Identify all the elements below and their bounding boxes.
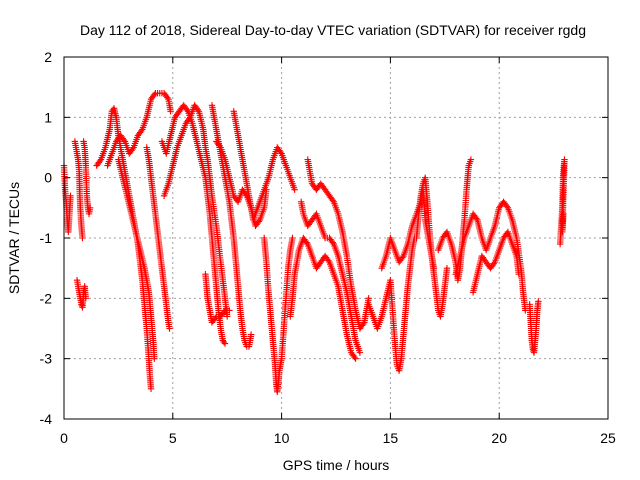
data-point (185, 115, 193, 123)
data-point (129, 145, 136, 153)
data-point (82, 295, 89, 302)
data-point (291, 186, 298, 193)
data-point (473, 215, 480, 222)
data-point (255, 218, 262, 225)
data-point (220, 308, 228, 316)
x-axis-label: GPS time / hours (283, 457, 390, 473)
data-points (60, 90, 568, 396)
data-point (443, 264, 451, 272)
data-point (226, 307, 233, 314)
data-point (467, 156, 475, 163)
x-tick-labels: 0 5 10 15 20 25 (60, 430, 616, 446)
data-point (138, 127, 145, 135)
data-point (221, 340, 229, 347)
data-point (277, 148, 284, 156)
data-point (503, 203, 511, 210)
x-tick-label: 5 (169, 430, 177, 446)
data-point (303, 239, 310, 246)
data-point (147, 385, 155, 393)
data-point (166, 325, 173, 332)
y-tick-label: -4 (40, 411, 53, 427)
x-tick-label: 25 (600, 430, 616, 446)
plot-frame (63, 56, 609, 420)
y-tick-label: -1 (40, 230, 53, 246)
data-point (325, 257, 332, 264)
data-point (183, 106, 191, 113)
data-point (515, 271, 522, 278)
data-point (289, 234, 296, 242)
y-tick-label: 1 (44, 109, 52, 125)
data-point (535, 298, 542, 305)
data-point (194, 106, 202, 113)
x-tick-label: 0 (60, 430, 68, 446)
data-point (490, 260, 497, 267)
data-point (220, 338, 228, 346)
y-axis-label: SDTVAR / TECUs (6, 182, 22, 294)
data-point (216, 142, 223, 150)
data-point (360, 320, 367, 328)
data-point (151, 91, 158, 98)
y-tick-label: -2 (40, 290, 53, 306)
y-tick-label: 0 (44, 170, 52, 186)
data-point (329, 239, 336, 246)
x-tick-label: 15 (383, 430, 399, 446)
data-point (120, 136, 128, 144)
data-point (151, 355, 158, 362)
data-point (351, 353, 358, 361)
y-tick-labels: -4 -3 -2 -1 0 1 2 (40, 49, 53, 427)
y-tick-label: 2 (44, 49, 52, 65)
y-tick-label: -3 (40, 351, 53, 367)
data-point (560, 210, 567, 218)
data-point (79, 234, 86, 242)
data-point (167, 108, 174, 115)
data-point (365, 295, 372, 302)
data-point (399, 254, 406, 261)
data-point (329, 197, 336, 204)
data-point (356, 349, 364, 356)
data-point (247, 331, 255, 338)
data-point (86, 204, 94, 212)
data-point (212, 314, 219, 322)
x-tick-label: 10 (274, 430, 290, 446)
data-point (224, 313, 231, 320)
x-tick-label: 20 (491, 430, 507, 446)
data-point (164, 94, 171, 101)
data-point (67, 192, 74, 199)
data-point (352, 355, 359, 362)
chart-title: Day 112 of 2018, Sidereal Day-to-day VTE… (80, 22, 586, 38)
data-point (96, 157, 104, 165)
